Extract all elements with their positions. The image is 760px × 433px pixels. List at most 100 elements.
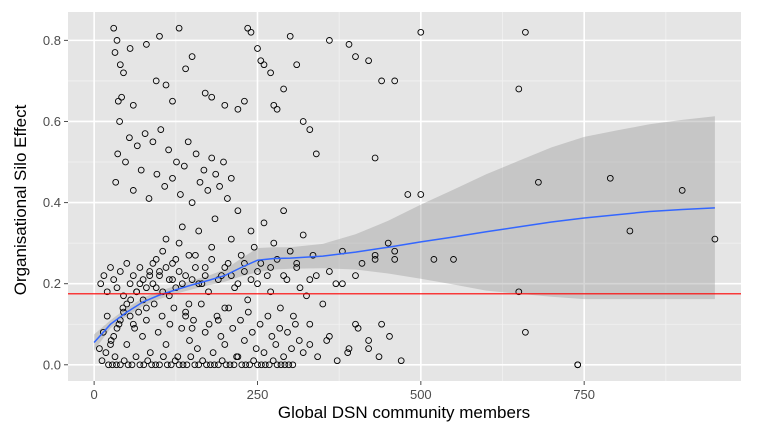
data-point: [289, 361, 297, 369]
data-point: [281, 361, 289, 369]
data-point: [152, 361, 159, 369]
data-point: [242, 361, 250, 369]
data-point: [214, 361, 222, 369]
data-point: [515, 288, 523, 296]
data-point: [375, 353, 383, 361]
data-point: [384, 239, 392, 247]
data-point: [199, 357, 206, 365]
data-point: [254, 268, 261, 275]
data-point: [276, 324, 284, 332]
data-point: [201, 264, 209, 271]
data-point: [574, 361, 582, 369]
data-point: [162, 264, 170, 271]
data-point: [208, 154, 216, 162]
data-point: [120, 69, 127, 77]
data-point: [97, 280, 105, 288]
data-point: [261, 361, 269, 369]
data-point: [221, 101, 229, 109]
data-point: [303, 292, 310, 300]
data-point: [212, 170, 220, 178]
data-point: [252, 345, 260, 352]
y-tick-label: 0.0: [43, 357, 61, 372]
data-point: [133, 142, 141, 150]
data-point: [277, 361, 285, 369]
data-point: [218, 357, 226, 365]
data-point: [195, 361, 203, 369]
data-point: [165, 276, 173, 283]
data-point: [123, 341, 131, 348]
data-point: [192, 150, 200, 158]
data-point: [267, 69, 274, 77]
data-point: [126, 134, 133, 142]
data-point: [306, 276, 314, 283]
data-point: [178, 223, 186, 231]
plot-panel: [68, 12, 741, 381]
data-point: [280, 85, 287, 93]
data-point: [110, 276, 118, 283]
data-point: [111, 49, 119, 56]
data-point: [229, 324, 237, 332]
data-point: [273, 256, 281, 263]
data-point: [124, 361, 132, 369]
data-point: [123, 260, 131, 267]
data-point: [365, 57, 372, 65]
data-point: [148, 361, 155, 369]
data-point: [178, 280, 186, 288]
x-tick-label: 250: [247, 387, 269, 402]
data-point: [116, 361, 124, 369]
data-point: [153, 170, 161, 178]
data-point: [190, 316, 197, 324]
data-point: [156, 32, 163, 40]
data-point: [169, 174, 176, 182]
data-point: [146, 272, 154, 279]
data-point: [139, 333, 146, 340]
data-point: [103, 288, 111, 296]
data-point: [306, 341, 314, 348]
data-point: [314, 353, 321, 361]
data-point: [345, 41, 353, 48]
data-point: [201, 272, 209, 279]
data-point: [115, 320, 123, 328]
data-point: [143, 41, 150, 48]
data-point: [209, 349, 217, 356]
data-point: [102, 349, 110, 356]
data-point: [195, 227, 203, 235]
data-point: [221, 304, 229, 312]
data-point: [296, 284, 304, 292]
data-point: [208, 243, 216, 251]
data-point: [150, 300, 158, 308]
data-point: [522, 328, 529, 336]
data-point: [175, 268, 183, 275]
data-point: [126, 280, 134, 288]
data-point: [184, 138, 192, 146]
data-point: [175, 24, 183, 32]
data-point: [230, 361, 238, 369]
data-point: [187, 353, 195, 361]
data-point: [188, 324, 196, 332]
data-point: [197, 300, 205, 308]
data-point: [260, 219, 268, 227]
data-point: [250, 243, 258, 251]
data-point: [309, 251, 317, 259]
data-point: [241, 268, 248, 275]
data-point: [116, 268, 124, 275]
data-point: [247, 276, 255, 283]
data-point: [248, 328, 256, 336]
data-point: [273, 105, 281, 113]
data-point: [241, 97, 248, 105]
data-point: [129, 320, 137, 328]
major-gridlines: [68, 12, 741, 381]
data-point: [186, 337, 193, 344]
data-point: [107, 264, 114, 271]
data-point: [234, 105, 242, 113]
data-point: [378, 320, 385, 328]
data-point: [290, 312, 297, 320]
data-point: [371, 251, 379, 259]
data-point: [280, 207, 287, 215]
x-tick-label: 750: [573, 387, 595, 402]
data-point: [201, 89, 209, 97]
data-point: [131, 324, 138, 332]
data-point: [211, 361, 218, 369]
data-point: [450, 256, 457, 263]
data-point: [227, 174, 235, 182]
